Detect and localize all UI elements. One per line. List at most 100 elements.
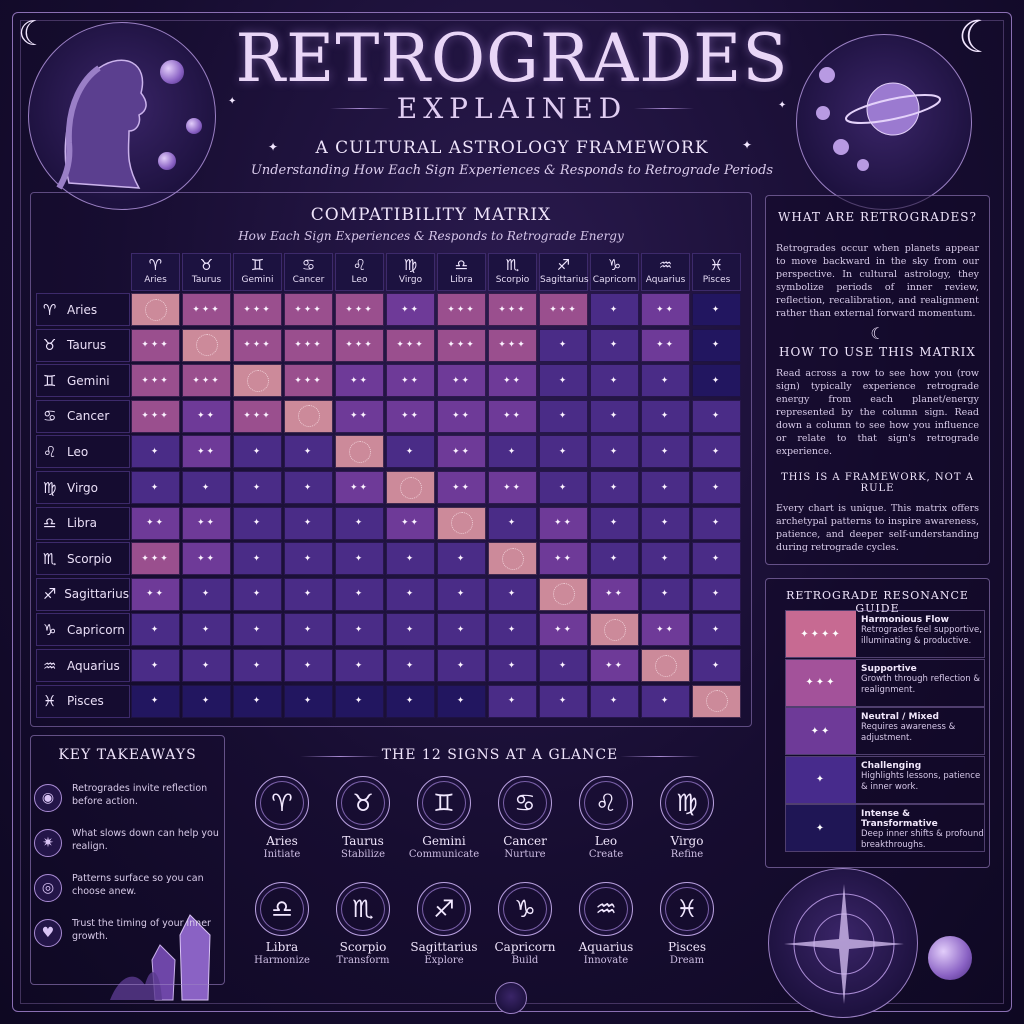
matrix-cell: ✦	[692, 293, 741, 326]
sign-name: Aquarius	[578, 940, 634, 954]
matrix-cell: ✦	[437, 649, 486, 682]
sign-card-taurus: ♉ Taurus Stabilize	[323, 776, 403, 860]
matrix-cell: ✦	[386, 613, 435, 647]
row-header-leo: ♌ Leo	[36, 435, 130, 469]
libra-glyph-icon: ♎	[255, 882, 309, 936]
matrix-cell: ✦✦✦	[488, 328, 537, 362]
sign-keyword: Communicate	[408, 849, 480, 860]
matrix-cell: ✦	[437, 684, 486, 718]
matrix-title: COMPATIBILITY MATRIX	[310, 205, 552, 225]
info-panel: WHAT ARE RETROGRADES? Retrogrades occur …	[765, 195, 990, 565]
legend-text: Supportive Growth through reflection & re…	[861, 664, 986, 696]
legend-swatch: ✦✦✦✦	[786, 611, 856, 657]
takeaway-item: ✷ What slows down can help you realign.	[34, 825, 224, 865]
column-header-label: Aquarius	[645, 275, 686, 285]
sign-card-capricorn: ♑ Capricorn Build	[485, 882, 565, 966]
matrix-cell: ✦✦	[437, 471, 486, 504]
matrix-cell: ✦	[590, 364, 639, 398]
sagittarius-glyph-icon: ♐	[556, 256, 571, 274]
matrix-panel	[30, 192, 752, 727]
leo-glyph-icon: ♌	[579, 776, 633, 830]
matrix-cell: ✦	[284, 649, 333, 682]
column-header-label: Gemini	[241, 275, 274, 285]
compass-star-icon	[784, 884, 904, 1004]
takeaway-text: What slows down can help you realign.	[72, 828, 219, 852]
column-header-sagittarius: ♐ Sagittarius	[539, 253, 589, 291]
gemini-glyph-icon: ♊	[43, 371, 57, 390]
sign-card-leo: ♌ Leo Create	[566, 776, 646, 860]
matrix-cell-self	[386, 471, 435, 504]
takeaway-item: ◎ Patterns surface so you can choose anew…	[34, 870, 224, 910]
legend-row: ✦ Intense & Transformative Deep inner shif…	[785, 804, 985, 852]
matrix-cell-self	[590, 613, 639, 647]
row-header-virgo: ♍ Virgo	[36, 471, 130, 504]
matrix-cell: ✦✦✦	[284, 293, 333, 326]
pisces-glyph-icon: ♓	[709, 256, 724, 274]
legend-text: Neutral / Mixed Requires awareness & adju…	[861, 712, 986, 744]
takeaway-text: Trust the timing of your inner growth.	[72, 918, 211, 942]
column-header-aquarius: ♒ Aquarius	[641, 253, 690, 291]
matrix-cell: ✦	[641, 684, 690, 718]
matrix-cell: ✦	[692, 328, 741, 362]
matrix-cell: ✦	[182, 649, 231, 682]
matrix-cell: ✦✦	[386, 506, 435, 540]
capricorn-glyph-icon: ♑	[607, 256, 622, 274]
takeaway-item: ◉ Retrogrades invite reflection before ac…	[34, 780, 224, 820]
column-header-libra: ♎ Libra	[437, 253, 486, 291]
matrix-cell: ✦✦	[335, 399, 384, 433]
matrix-cell: ✦	[284, 435, 333, 469]
goddess-profile-icon	[56, 59, 147, 190]
matrix-cell: ✦✦✦	[233, 328, 282, 362]
divider	[634, 108, 694, 109]
matrix-cell: ✦✦	[335, 471, 384, 504]
column-header-taurus: ♉ Taurus	[182, 253, 231, 291]
matrix-cell: ✦	[641, 577, 690, 611]
tagline: A CULTURAL ASTROLOGY FRAMEWORK	[315, 138, 709, 158]
matrix-cell: ✦	[284, 684, 333, 718]
matrix-cell: ✦	[641, 542, 690, 576]
goddess-medallion	[28, 22, 216, 210]
matrix-cell: ✦✦✦	[539, 293, 588, 326]
sign-name: Cancer	[503, 834, 547, 848]
matrix-cell: ✦	[539, 435, 588, 469]
column-header-virgo: ♍ Virgo	[386, 253, 435, 291]
aquarius-glyph-icon: ♒	[43, 656, 57, 675]
sign-card-sagittarius: ♐ Sagittarius Explore	[404, 882, 484, 966]
matrix-cell: ✦	[692, 435, 741, 469]
matrix-cell: ✦✦	[488, 399, 537, 433]
legend-label: Intense & Transformative	[861, 809, 938, 829]
sparkle-icon: ✦	[268, 140, 279, 154]
pisces-glyph-icon: ♓	[43, 692, 57, 711]
matrix-cell-self	[182, 328, 231, 362]
row-header-label: Aries	[67, 302, 98, 317]
crystal-icon	[110, 914, 211, 1001]
matrix-cell: ✦✦✦	[131, 542, 180, 576]
matrix-cell: ✦	[692, 649, 741, 682]
matrix-cell: ✦	[131, 471, 180, 504]
column-header-label: Capricorn	[592, 275, 637, 285]
column-header-label: Pisces	[702, 275, 731, 285]
guide-title: RETROGRADE RESONANCE GUIDE	[786, 589, 969, 615]
matrix-cell: ✦	[233, 542, 282, 576]
sign-card-gemini: ♊ Gemini Communicate	[404, 776, 484, 860]
sign-card-libra: ♎ Libra Harmonize	[242, 882, 322, 966]
how-title: HOW TO USE THIS MATRIX	[779, 345, 976, 359]
matrix-cell: ✦	[692, 613, 741, 647]
matrix-cell: ✦✦	[590, 649, 639, 682]
matrix-cell: ✦✦✦	[335, 328, 384, 362]
what-title: WHAT ARE RETROGRADES?	[778, 210, 977, 224]
matrix-cell: ✦✦	[131, 577, 180, 611]
sparkle-icon: ✦	[742, 138, 753, 152]
saturn-medallion	[796, 34, 972, 210]
matrix-cell: ✦	[692, 577, 741, 611]
column-header-label: Aries	[144, 275, 167, 285]
matrix-cell: ✦	[182, 471, 231, 504]
scorpio-glyph-icon: ♏	[43, 549, 57, 568]
matrix-cell-self	[233, 364, 282, 398]
row-header-pisces: ♓ Pisces	[36, 684, 130, 718]
divider	[620, 756, 700, 757]
matrix-cell: ✦	[233, 435, 282, 469]
row-header-label: Leo	[67, 444, 89, 459]
what-body: Retrogrades occur when planets appear to…	[776, 243, 979, 319]
matrix-cell: ✦	[284, 506, 333, 540]
